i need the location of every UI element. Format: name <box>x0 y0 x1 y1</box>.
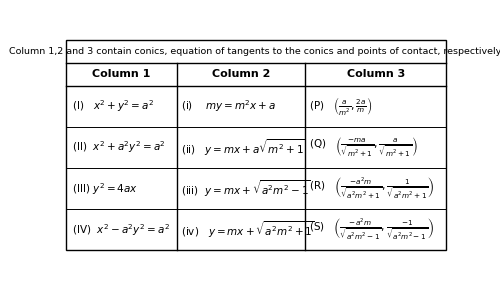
Text: (S)   $\left(\frac{-a^2m}{\sqrt{a^2m^2-1}},\frac{-1}{\sqrt{a^2m^2-1}}\right)$: (S) $\left(\frac{-a^2m}{\sqrt{a^2m^2-1}}… <box>310 217 434 242</box>
Text: (i)    $my = m^2x + a$: (i) $my = m^2x + a$ <box>182 98 276 114</box>
Text: (IV)  $x^2 - a^2y^2 = a^2$: (IV) $x^2 - a^2y^2 = a^2$ <box>72 222 170 238</box>
Text: Column 1,2 and 3 contain conics, equation of tangents to the conics and points o: Column 1,2 and 3 contain conics, equatio… <box>10 47 500 56</box>
Text: (iv)   $y = mx + \sqrt{a^2m^2+1}$: (iv) $y = mx + \sqrt{a^2m^2+1}$ <box>182 219 315 240</box>
Text: (ii)   $y = mx + a\sqrt{m^2+1}$: (ii) $y = mx + a\sqrt{m^2+1}$ <box>182 137 306 158</box>
Text: (II)  $x^2 + a^2y^2 = a^2$: (II) $x^2 + a^2y^2 = a^2$ <box>72 140 166 155</box>
Text: (P)   $\left(\frac{a}{m^2},\frac{2a}{m}\right)$: (P) $\left(\frac{a}{m^2},\frac{2a}{m}\ri… <box>310 95 372 117</box>
Text: Column 3: Column 3 <box>347 69 406 79</box>
Text: (Q)   $\left(\frac{-ma}{\sqrt{m^2+1}},\frac{a}{\sqrt{m^2+1}}\right)$: (Q) $\left(\frac{-ma}{\sqrt{m^2+1}},\fra… <box>310 136 418 159</box>
Text: (III) $y^2 = 4ax$: (III) $y^2 = 4ax$ <box>72 181 138 197</box>
Text: Column 1: Column 1 <box>92 69 151 79</box>
Text: Column 2: Column 2 <box>212 69 270 79</box>
Text: (I)   $x^2 + y^2 = a^2$: (I) $x^2 + y^2 = a^2$ <box>72 98 154 114</box>
Text: (iii)  $y = mx + \sqrt{a^2m^2-1}$: (iii) $y = mx + \sqrt{a^2m^2-1}$ <box>182 178 312 199</box>
Text: (R)   $\left(\frac{-a^2m}{\sqrt{a^2m^2+1}},\frac{1}{\sqrt{a^2m^2+1}}\right)$: (R) $\left(\frac{-a^2m}{\sqrt{a^2m^2+1}}… <box>310 176 435 201</box>
